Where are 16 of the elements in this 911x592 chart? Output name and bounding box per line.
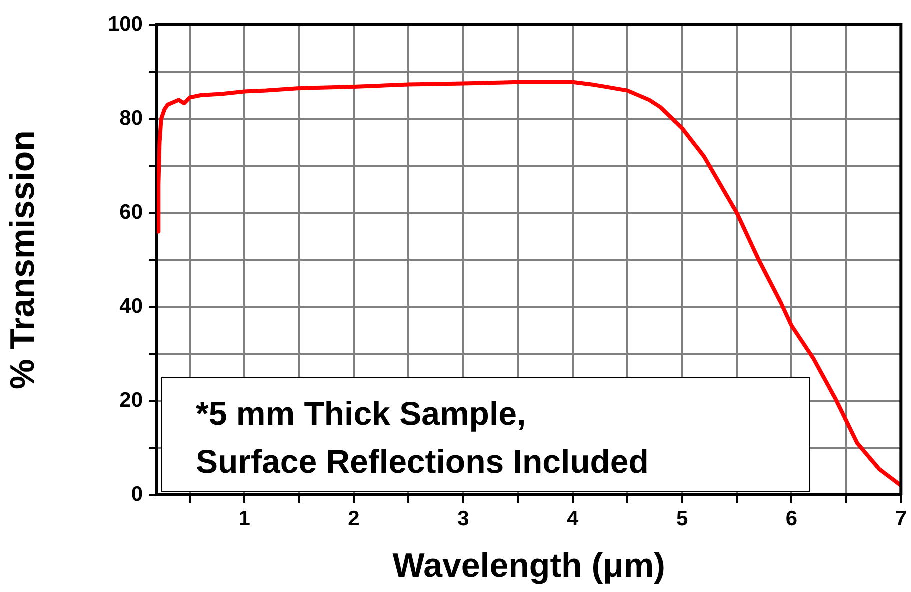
y-tick-label: 80: [120, 106, 143, 130]
x-tick-label: 2: [348, 507, 360, 530]
x-tick-label: 6: [786, 507, 798, 530]
x-tick-label: 7: [895, 507, 908, 530]
y-axis-title: % Transmission: [4, 130, 42, 390]
x-tick-label: 4: [567, 507, 580, 530]
x-tick-label: 1: [238, 507, 251, 530]
y-tick-label: 60: [120, 200, 143, 224]
y-tick-label: 0: [131, 482, 143, 506]
x-tick-label: 5: [676, 507, 688, 530]
x-axis-title: Wavelength (μm): [392, 546, 666, 585]
text-box: *5 mm Thick Sample, Surface Reflections Included: [161, 377, 810, 492]
x-tick-label: 3: [458, 507, 470, 530]
y-tick-label: 100: [108, 12, 143, 36]
y-tick-label: 40: [120, 294, 143, 318]
y-tick-label: 20: [120, 388, 143, 412]
